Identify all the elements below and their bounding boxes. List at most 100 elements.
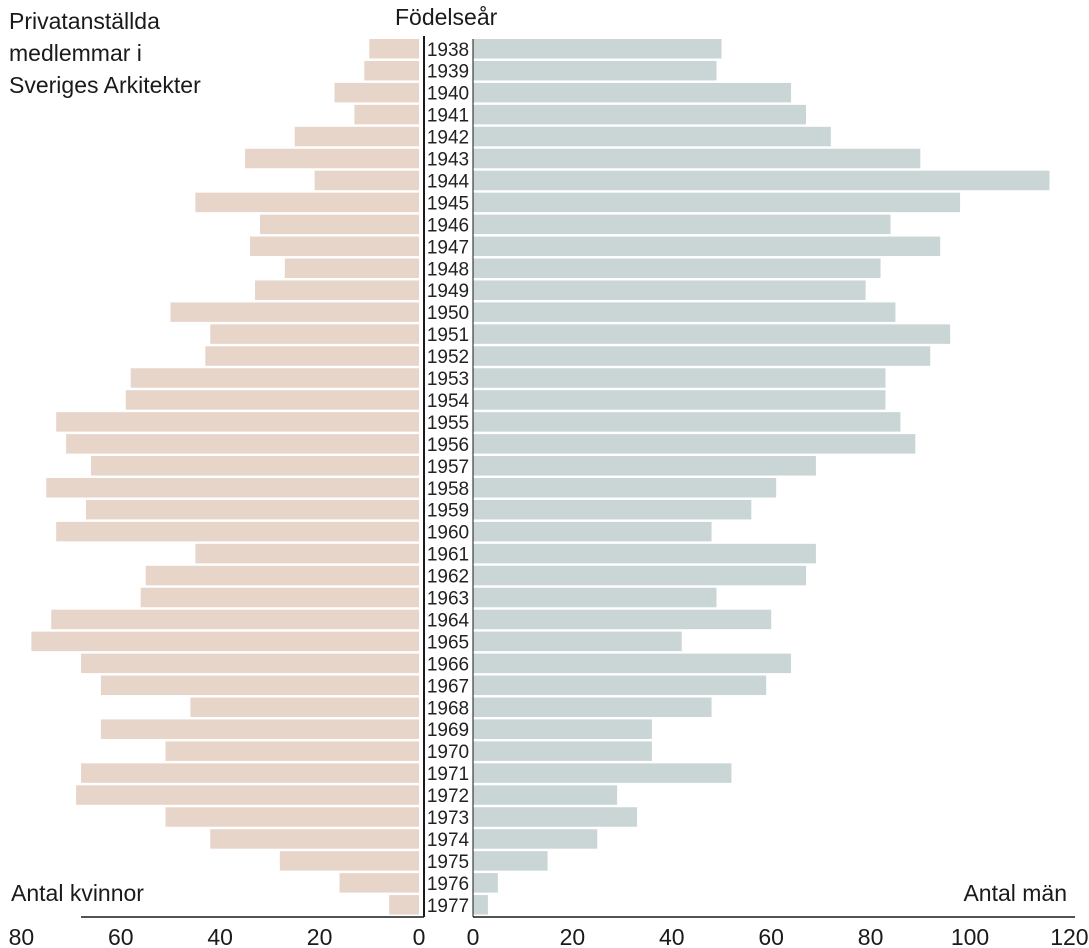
year-label-1967: 1967 <box>427 676 469 697</box>
bar-men-1938 <box>473 39 722 59</box>
year-label-1969: 1969 <box>427 720 469 741</box>
bar-women-1939 <box>364 60 419 81</box>
bar-men-1954 <box>473 390 886 410</box>
year-label-1973: 1973 <box>427 808 469 829</box>
bar-women-1945 <box>195 192 419 213</box>
bar-women-1951 <box>210 324 419 344</box>
year-label-1966: 1966 <box>427 654 469 675</box>
year-label-1945: 1945 <box>427 193 469 214</box>
bar-men-1968 <box>473 697 712 717</box>
bar-women-1955 <box>56 412 419 432</box>
year-label-1970: 1970 <box>427 742 469 763</box>
bar-men-1957 <box>473 456 816 476</box>
year-label-1960: 1960 <box>427 523 469 544</box>
year-label-1951: 1951 <box>427 325 469 346</box>
bar-men-1945 <box>473 192 961 213</box>
right-tick-label: 20 <box>560 924 586 948</box>
bar-women-1941 <box>354 104 419 125</box>
bar-women-1950 <box>170 302 419 322</box>
bar-men-1962 <box>473 565 806 586</box>
bar-men-1939 <box>473 60 717 81</box>
bar-men-1974 <box>473 829 598 849</box>
bar-women-1942 <box>294 126 419 147</box>
year-label-1968: 1968 <box>427 698 469 719</box>
year-label-1943: 1943 <box>427 150 469 171</box>
bar-men-1961 <box>473 543 816 564</box>
bar-men-1948 <box>473 258 881 278</box>
bar-men-1970 <box>473 741 652 761</box>
bar-women-1961 <box>195 543 419 564</box>
year-label-1957: 1957 <box>427 457 469 478</box>
bar-men-1952 <box>473 346 931 366</box>
bar-men-1967 <box>473 675 767 696</box>
year-label-1942: 1942 <box>427 128 469 149</box>
bar-men-1956 <box>473 434 916 454</box>
year-label-1953: 1953 <box>427 369 469 390</box>
bar-women-1966 <box>81 653 419 674</box>
bar-women-1971 <box>81 763 419 783</box>
bar-men-1946 <box>473 214 891 235</box>
bar-women-1943 <box>245 148 419 169</box>
bar-women-1958 <box>46 478 419 498</box>
bar-women-1960 <box>56 521 419 542</box>
bar-women-1967 <box>100 675 420 696</box>
bar-men-1975 <box>473 851 548 871</box>
year-label-1977: 1977 <box>427 896 469 917</box>
bar-women-1975 <box>279 851 419 871</box>
bar-men-1964 <box>473 609 772 630</box>
right-tick-label: 100 <box>951 924 989 948</box>
bar-women-1969 <box>100 719 420 739</box>
bar-women-1962 <box>145 565 419 586</box>
left-tick-label: 20 <box>307 924 333 948</box>
bar-women-1957 <box>90 456 419 476</box>
bar-men-1941 <box>473 104 806 125</box>
year-label-1946: 1946 <box>427 215 469 236</box>
year-label-1975: 1975 <box>427 852 469 873</box>
bar-women-1976 <box>339 873 419 893</box>
bar-men-1976 <box>473 873 498 893</box>
bar-women-1944 <box>314 170 419 191</box>
year-label-1954: 1954 <box>427 391 470 412</box>
right-tick-label: 0 <box>467 924 480 948</box>
year-label-1955: 1955 <box>427 413 469 434</box>
bar-women-1973 <box>165 807 419 827</box>
year-label-1961: 1961 <box>427 545 469 566</box>
year-label-1963: 1963 <box>427 589 469 610</box>
year-label-1941: 1941 <box>427 106 469 127</box>
year-label-1974: 1974 <box>427 830 470 851</box>
year-label-1938: 1938 <box>427 40 469 61</box>
bar-women-1963 <box>140 587 419 608</box>
bar-men-1940 <box>473 82 792 103</box>
right-tick-label: 60 <box>758 924 784 948</box>
bar-men-1950 <box>473 302 896 322</box>
bar-women-1938 <box>369 39 419 59</box>
bar-men-1953 <box>473 368 886 388</box>
bar-men-1943 <box>473 148 921 169</box>
category-axis-title: Födelseår <box>395 4 498 30</box>
year-label-1948: 1948 <box>427 259 469 280</box>
bar-men-1949 <box>473 280 866 300</box>
year-label-1939: 1939 <box>427 62 469 83</box>
chart-title-line-3: Sveriges Arkitekter <box>9 72 201 98</box>
left-tick-label: 80 <box>9 924 35 948</box>
year-label-1964: 1964 <box>427 610 470 631</box>
bar-women-1954 <box>125 390 420 410</box>
bar-men-1944 <box>473 170 1050 191</box>
bar-men-1955 <box>473 412 901 432</box>
bar-women-1946 <box>259 214 419 235</box>
right-tick-label: 40 <box>659 924 685 948</box>
chart-title-line-1: Privatanställda <box>9 8 160 34</box>
left-tick-label: 40 <box>207 924 233 948</box>
bar-men-1963 <box>473 587 717 608</box>
bar-women-1948 <box>284 258 419 278</box>
bar-men-1951 <box>473 324 951 344</box>
right-tick-label: 120 <box>1050 924 1088 948</box>
year-label-1972: 1972 <box>427 786 469 807</box>
bar-men-1973 <box>473 807 638 827</box>
right-axis-label: Antal män <box>963 880 1067 906</box>
bar-men-1959 <box>473 499 752 520</box>
bar-women-1949 <box>254 280 419 300</box>
year-label-1959: 1959 <box>427 501 469 522</box>
right-tick-label: 80 <box>858 924 884 948</box>
bar-men-1966 <box>473 653 792 674</box>
